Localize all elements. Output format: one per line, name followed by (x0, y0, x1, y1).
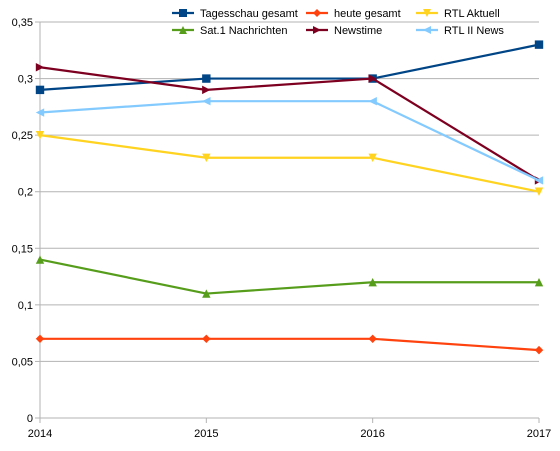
legend: Tagesschau gesamt heute gesamt RTL Aktuell… (172, 8, 504, 37)
legend-item: RTL II News (416, 25, 504, 37)
y-tick-label: 0,2 (18, 187, 33, 199)
legend-label: heute gesamt (334, 8, 401, 20)
x-tick-label: 2014 (28, 428, 52, 440)
data-point (202, 85, 211, 95)
data-point (368, 278, 377, 287)
legend-marker (313, 9, 321, 17)
legend-item: heute gesamt (306, 8, 401, 20)
legend-item: Tagesschau gesamt (172, 8, 298, 20)
x-tick-label: 2017 (527, 428, 551, 440)
y-tick-label: 0,25 (12, 130, 33, 142)
legend-marker (423, 26, 431, 34)
y-axis-ticks: 0 0,05 0,1 0,15 0,2 0,25 0,3 0,35 (12, 17, 40, 425)
y-tick-label: 0,15 (12, 243, 33, 255)
data-point (35, 255, 45, 264)
data-point (534, 278, 544, 287)
data-point (368, 153, 377, 162)
data-point (534, 345, 544, 355)
data-point (35, 85, 45, 95)
data-point (35, 108, 45, 117)
data-point (202, 334, 211, 343)
y-tick-label: 0,05 (12, 356, 33, 368)
x-axis-ticks: 2014 2015 2016 2017 (28, 418, 551, 440)
data-point (35, 130, 45, 140)
data-point (368, 334, 377, 343)
legend-item: Newstime (306, 25, 382, 37)
data-point (368, 97, 377, 106)
y-tick-label: 0,35 (12, 17, 33, 29)
series-0 (35, 40, 544, 95)
y-tick-label: 0 (27, 413, 33, 425)
series-line (40, 337, 540, 352)
series-4 (35, 63, 544, 185)
legend-item: RTL Aktuell (416, 8, 500, 20)
series-line (39, 66, 540, 182)
series-line (39, 100, 540, 182)
series-3 (35, 255, 544, 298)
data-point (534, 187, 544, 196)
legend-marker (179, 26, 187, 34)
legend-marker (423, 9, 431, 17)
series-line (39, 258, 539, 295)
series-group (35, 40, 544, 355)
data-point (534, 176, 544, 185)
data-point (368, 74, 377, 83)
data-point (35, 63, 45, 72)
legend-label: RTL II News (444, 25, 504, 37)
grid (40, 21, 539, 419)
legend-marker (179, 9, 187, 17)
y-tick-label: 0,3 (18, 74, 33, 86)
data-point (35, 334, 45, 343)
data-point (202, 289, 211, 298)
legend-label: Sat.1 Nachrichten (200, 25, 287, 37)
x-tick-label: 2016 (360, 428, 384, 440)
y-tick-label: 0,1 (18, 300, 33, 312)
series-line (39, 43, 540, 91)
data-point (202, 74, 211, 83)
legend-item: Sat.1 Nachrichten (172, 25, 287, 37)
series-2 (35, 130, 544, 196)
legend-label: Newstime (334, 25, 382, 37)
series-1 (35, 334, 544, 355)
x-tick-label: 2015 (194, 428, 218, 440)
legend-label: Tagesschau gesamt (200, 8, 298, 20)
data-point (202, 97, 211, 106)
legend-label: RTL Aktuell (444, 8, 500, 20)
data-point (534, 40, 544, 49)
legend-marker (313, 26, 321, 34)
data-point (202, 153, 211, 162)
series-line (39, 134, 540, 193)
series-5 (35, 97, 544, 185)
axes (39, 22, 539, 419)
